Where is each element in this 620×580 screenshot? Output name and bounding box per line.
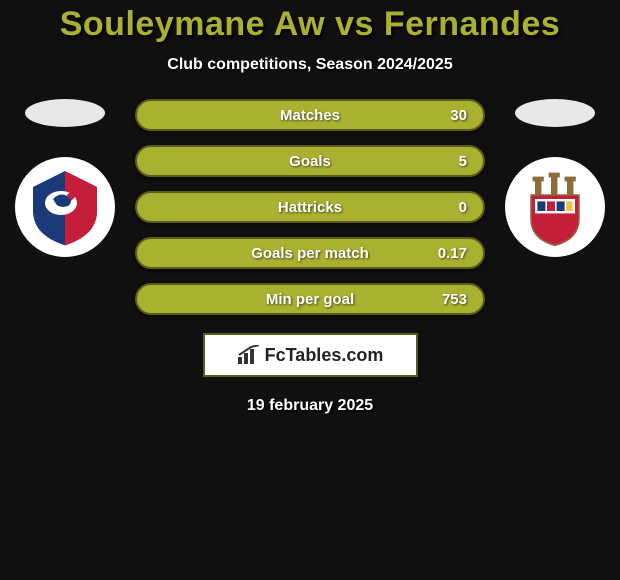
subtitle: Club competitions, Season 2024/2025 <box>0 56 620 74</box>
stat-row-mpg: Min per goal 753 <box>135 283 485 315</box>
stat-label: Hattricks <box>278 199 342 216</box>
gvfc-crest-icon <box>25 167 105 247</box>
player-photo-left <box>25 99 105 127</box>
stat-value: 30 <box>450 107 467 124</box>
stat-row-matches: Matches 30 <box>135 99 485 131</box>
infographic-container: Souleymane Aw vs Fernandes Club competit… <box>0 0 620 415</box>
stat-row-goals: Goals 5 <box>135 145 485 177</box>
main-row: Matches 30 Goals 5 Hattricks 0 Goals per… <box>0 99 620 315</box>
stats-column: Matches 30 Goals 5 Hattricks 0 Goals per… <box>135 99 485 315</box>
left-player-column <box>5 99 125 257</box>
club-badge-left <box>15 157 115 257</box>
right-player-column <box>495 99 615 257</box>
stat-label: Goals per match <box>251 245 369 262</box>
braga-crest-icon <box>515 167 595 247</box>
chart-icon <box>237 345 261 365</box>
stat-label: Min per goal <box>266 291 354 308</box>
stat-row-gpm: Goals per match 0.17 <box>135 237 485 269</box>
page-title: Souleymane Aw vs Fernandes <box>0 5 620 44</box>
stat-value: 0 <box>459 199 467 216</box>
date-text: 19 february 2025 <box>0 397 620 415</box>
club-badge-right <box>505 157 605 257</box>
stat-label: Matches <box>280 107 340 124</box>
stat-label: Goals <box>289 153 331 170</box>
stat-value: 753 <box>442 291 467 308</box>
player-photo-right <box>515 99 595 127</box>
stat-value: 0.17 <box>438 245 467 262</box>
brand-box: FcTables.com <box>203 333 418 377</box>
stat-value: 5 <box>459 153 467 170</box>
brand-text: FcTables.com <box>265 345 384 366</box>
stat-row-hattricks: Hattricks 0 <box>135 191 485 223</box>
